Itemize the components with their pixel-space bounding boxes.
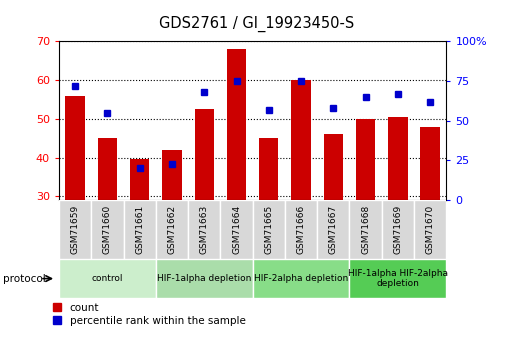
Text: protocol: protocol (3, 274, 45, 284)
Bar (194, 109, 214, 200)
Bar (91, 200, 124, 259)
Bar (356, 119, 376, 200)
Bar (156, 200, 188, 259)
Bar (156, 259, 252, 298)
Bar (291, 80, 311, 200)
Legend: count, percentile rank within the sample: count, percentile rank within the sample (49, 298, 250, 330)
Bar (59, 200, 91, 259)
Bar (97, 138, 117, 200)
Bar (221, 200, 252, 259)
Bar (227, 49, 246, 200)
Bar (324, 134, 343, 200)
Bar (382, 200, 414, 259)
Bar (349, 200, 382, 259)
Bar (259, 138, 279, 200)
Text: GSM71665: GSM71665 (264, 205, 273, 254)
Text: control: control (92, 274, 123, 283)
Text: HIF-1alpha HIF-2alpha
depletion: HIF-1alpha HIF-2alpha depletion (348, 269, 448, 288)
Bar (162, 150, 182, 200)
Bar (421, 127, 440, 200)
Text: GSM71663: GSM71663 (200, 205, 209, 254)
Bar (252, 259, 349, 298)
Text: HIF-2alpha depletion: HIF-2alpha depletion (254, 274, 348, 283)
Text: GSM71668: GSM71668 (361, 205, 370, 254)
Bar (388, 117, 407, 200)
Bar (188, 200, 221, 259)
Text: GSM71659: GSM71659 (71, 205, 80, 254)
Bar (285, 200, 317, 259)
Bar (317, 200, 349, 259)
Text: GSM71662: GSM71662 (167, 205, 176, 254)
Text: GSM71669: GSM71669 (393, 205, 402, 254)
Bar (252, 200, 285, 259)
Bar (66, 96, 85, 200)
Text: HIF-1alpha depletion: HIF-1alpha depletion (157, 274, 251, 283)
Bar (349, 259, 446, 298)
Text: GSM71664: GSM71664 (232, 205, 241, 254)
Text: GSM71670: GSM71670 (426, 205, 435, 254)
Bar (130, 159, 149, 200)
Bar (124, 200, 156, 259)
Bar (59, 259, 156, 298)
Bar (414, 200, 446, 259)
Text: GSM71666: GSM71666 (297, 205, 306, 254)
Text: GSM71660: GSM71660 (103, 205, 112, 254)
Text: GSM71661: GSM71661 (135, 205, 144, 254)
Text: GSM71667: GSM71667 (329, 205, 338, 254)
Text: GDS2761 / GI_19923450-S: GDS2761 / GI_19923450-S (159, 16, 354, 32)
